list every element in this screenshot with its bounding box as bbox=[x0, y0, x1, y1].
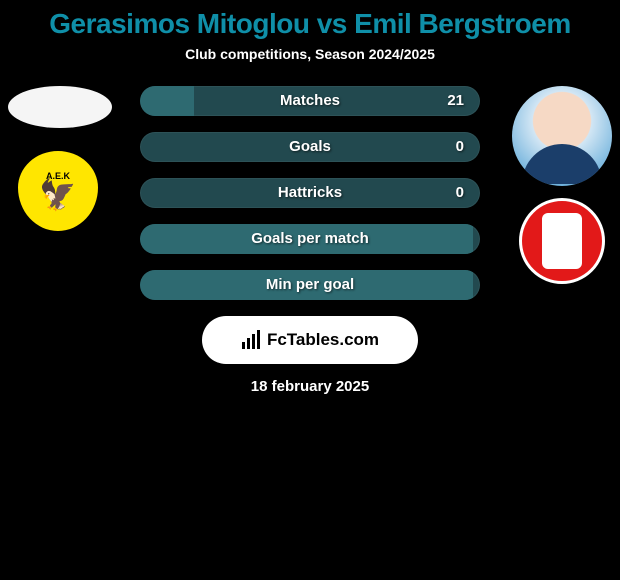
player1-name: Gerasimos Mitoglou bbox=[49, 8, 309, 39]
brand-label: FcTables.com bbox=[267, 330, 379, 350]
title-vs: vs bbox=[309, 8, 354, 39]
page-title: Gerasimos Mitoglou vs Emil Bergstroem bbox=[0, 8, 620, 40]
stats-list: Matches21Goals0Hattricks0Goals per match… bbox=[140, 86, 480, 300]
eagle-icon: 🦅 bbox=[39, 181, 76, 211]
stat-label: Goals bbox=[140, 132, 480, 162]
stat-label: Goals per match bbox=[140, 224, 480, 254]
stat-value: 21 bbox=[447, 86, 464, 116]
stat-row: Hattricks0 bbox=[140, 178, 480, 208]
fctables-brand[interactable]: FcTables.com bbox=[202, 316, 418, 364]
player2-team-badge bbox=[512, 198, 612, 284]
stat-label: Matches bbox=[140, 86, 480, 116]
stat-row: Min per goal bbox=[140, 270, 480, 300]
stat-row: Goals0 bbox=[140, 132, 480, 162]
almere-inner-icon bbox=[542, 213, 582, 269]
player2-column bbox=[512, 86, 612, 284]
subtitle: Club competitions, Season 2024/2025 bbox=[0, 46, 620, 62]
stat-value: 0 bbox=[456, 178, 464, 208]
comparison-card: Gerasimos Mitoglou vs Emil Bergstroem Cl… bbox=[0, 0, 620, 580]
stat-label: Hattricks bbox=[140, 178, 480, 208]
player2-name: Emil Bergstroem bbox=[354, 8, 571, 39]
player1-avatar bbox=[8, 86, 112, 128]
player1-column: Α.Ε.Κ 🦅 bbox=[8, 86, 112, 234]
main-layout: Α.Ε.Κ 🦅 Matches21Goals0Hattricks0Goals p… bbox=[0, 86, 620, 300]
almere-badge bbox=[519, 198, 605, 284]
date-text: 18 february 2025 bbox=[0, 378, 620, 395]
stat-row: Goals per match bbox=[140, 224, 480, 254]
stat-label: Min per goal bbox=[140, 270, 480, 300]
aek-badge: Α.Ε.Κ 🦅 bbox=[15, 148, 101, 234]
player1-team-badge: Α.Ε.Κ 🦅 bbox=[8, 148, 108, 234]
bars-icon bbox=[241, 330, 261, 350]
player2-avatar bbox=[512, 86, 612, 186]
stat-value: 0 bbox=[456, 132, 464, 162]
stat-row: Matches21 bbox=[140, 86, 480, 116]
